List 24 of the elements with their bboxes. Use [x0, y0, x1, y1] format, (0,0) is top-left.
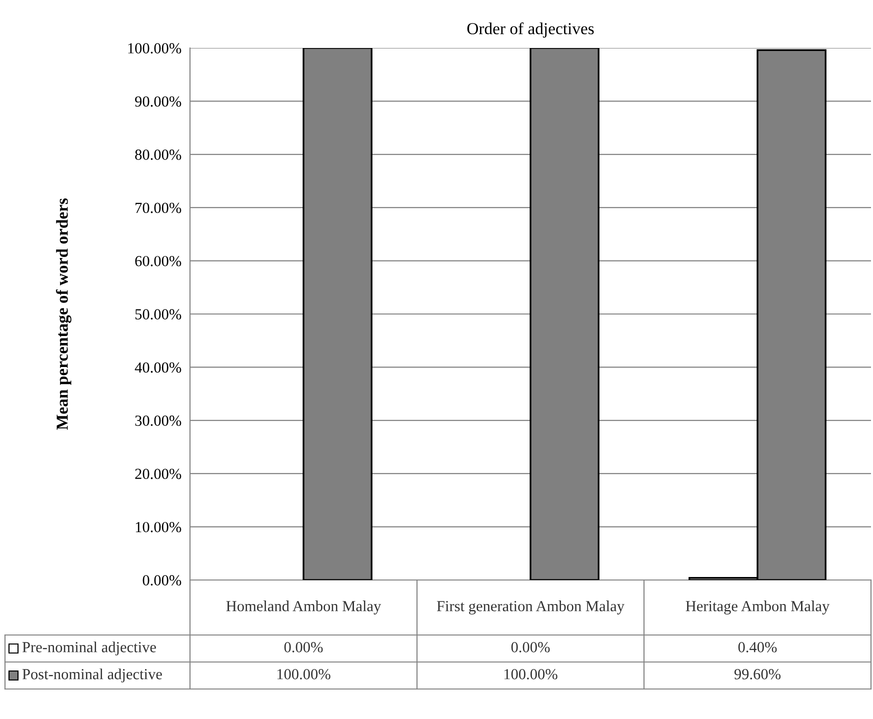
x-tick-label: First generation Ambon Malay	[436, 600, 624, 614]
data-label: 99.60%	[734, 669, 781, 680]
data-label: 100.00%	[277, 669, 330, 680]
y-tick-label: 10.00%	[136, 522, 182, 532]
y-tick-label: 20.00%	[135, 468, 182, 480]
data-label: 0.40%	[738, 642, 777, 652]
chart-title: Order of adjectives	[467, 22, 594, 38]
y-tick-label: 80.00%	[135, 150, 182, 160]
data-label: 0.00%	[284, 642, 323, 652]
y-tick-label: 40.00%	[134, 362, 182, 373]
y-tick-label: 0.00%	[142, 575, 182, 586]
data-label: 0.00%	[511, 642, 550, 652]
y-tick-label: 100.00%	[128, 43, 182, 54]
y-tick-label: 30.00%	[135, 416, 182, 426]
x-tick-label: Heritage Ambon Malay	[686, 600, 830, 614]
data-label: 100.00%	[504, 669, 558, 680]
y-tick-label: 90.00%	[135, 96, 182, 107]
x-tick-label: Homeland Ambon Malay	[226, 600, 382, 614]
y-tick-label: 60.00%	[135, 256, 182, 266]
legend-label: Pre-nominal adjective	[22, 642, 156, 656]
legend-label: Post-nominal adjective	[22, 668, 162, 682]
y-tick-label: 50.00%	[135, 309, 182, 320]
y-tick-label: 70.00%	[136, 202, 182, 214]
y-axis-title: Mean percentage of word orders	[56, 198, 72, 430]
